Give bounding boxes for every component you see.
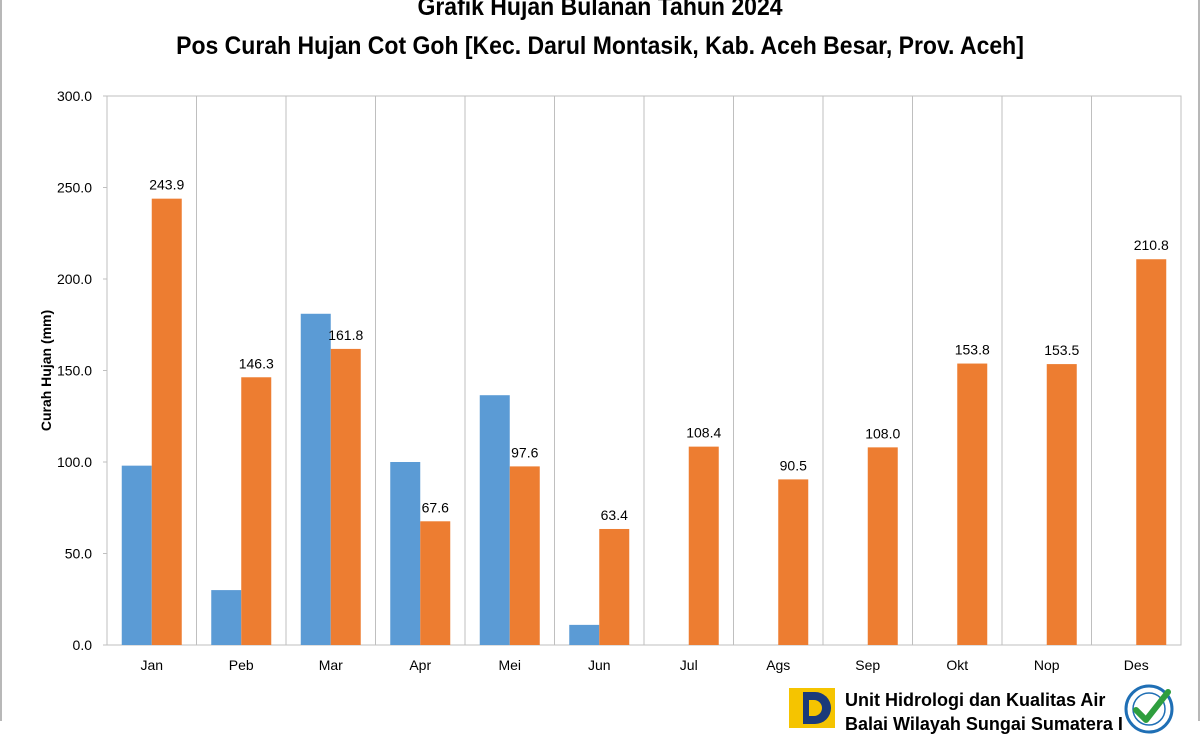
data-label: 67.6 (422, 499, 449, 515)
y-tick-label: 200.0 (57, 271, 92, 287)
bar-layer (121, 198, 1167, 645)
bar-series2 (867, 447, 898, 645)
chart-title: Grafik Hujan Bulanan Tahun 2024 (417, 0, 783, 21)
x-tick-label: Des (1124, 657, 1149, 673)
check-icon (1133, 689, 1171, 723)
x-tick-label: Mar (319, 657, 343, 673)
y-tick-label: 250.0 (57, 180, 92, 196)
bar-series2 (420, 521, 451, 645)
x-tick-label: Mei (498, 657, 521, 673)
x-tick-label: Jul (680, 657, 698, 673)
data-label: 153.8 (955, 342, 990, 358)
bar-series2 (957, 363, 988, 645)
x-tick-label: Jan (140, 657, 163, 673)
bar-series2 (151, 198, 182, 645)
data-label: 153.5 (1044, 342, 1079, 358)
data-label: 108.4 (686, 425, 721, 441)
bar-series1 (300, 313, 331, 645)
data-label: 90.5 (780, 457, 807, 473)
frame-border-left (0, 0, 2, 721)
bar-series2 (1136, 259, 1167, 645)
x-tick-label: Apr (409, 657, 431, 673)
bar-series2 (778, 479, 809, 645)
logo-yellow-cut (809, 700, 822, 716)
bar-series1 (211, 590, 242, 645)
data-label: 146.3 (239, 355, 274, 371)
bar-series1 (569, 624, 600, 645)
x-tick-label: Sep (855, 657, 880, 673)
bar-series1 (390, 462, 421, 645)
axis-layer: 0.0 50.0 100.0 150.0 200.0 250.0 300.0 Curah Hu… (38, 88, 1149, 673)
label-layer: 243.9 146.3 161.8 67.6 97.6 63.4 108.4 90.5 108.… (149, 177, 1169, 523)
y-tick-label: 50.0 (65, 546, 92, 562)
y-tick-label: 0.0 (73, 637, 93, 653)
bar-series1 (479, 395, 510, 645)
bar-series2 (1046, 364, 1077, 645)
data-label: 161.8 (328, 327, 363, 343)
bar-series2 (688, 446, 719, 645)
data-label: 243.9 (149, 177, 184, 193)
chart-subtitle: Pos Curah Hujan Cot Goh [Kec. Darul Mont… (176, 32, 1024, 60)
footer-agency-name: Balai Wilayah Sungai Sumatera I (845, 714, 1123, 734)
iso-certification-badge (1124, 684, 1174, 734)
x-tick-label: Okt (946, 657, 968, 673)
footer-unit-name: Unit Hidrologi dan Kualitas Air (845, 690, 1106, 710)
y-tick-label: 150.0 (57, 363, 92, 379)
pu-logo (789, 688, 835, 728)
y-axis-title: Curah Hujan (mm) (38, 310, 54, 431)
bar-series2 (330, 348, 361, 645)
data-label: 97.6 (511, 444, 538, 460)
x-tick-label: Nop (1034, 657, 1060, 673)
x-tick-label: Peb (229, 657, 254, 673)
y-tick-label: 100.0 (57, 454, 92, 470)
data-label: 210.8 (1134, 237, 1169, 253)
bar-chart: 243.9 146.3 161.8 67.6 97.6 63.4 108.4 90.5 108.… (38, 88, 1182, 673)
data-label: 63.4 (601, 507, 628, 523)
y-tick-label: 300.0 (57, 88, 92, 104)
bar-series2 (241, 377, 272, 645)
x-tick-label: Jun (588, 657, 611, 673)
x-tick-label: Ags (766, 657, 790, 673)
data-label: 108.0 (865, 425, 900, 441)
bar-series2 (599, 528, 630, 645)
bar-series2 (509, 466, 540, 645)
bar-series1 (121, 465, 152, 645)
frame-border-right (1198, 0, 1200, 721)
